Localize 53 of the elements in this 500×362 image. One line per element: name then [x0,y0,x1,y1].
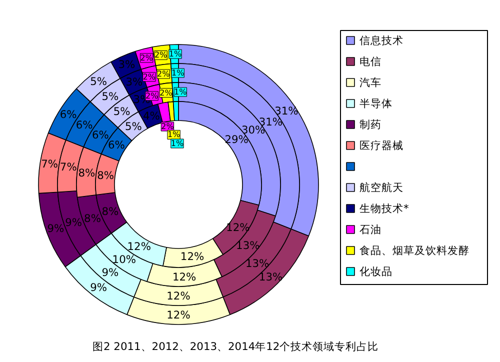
data-label: 2% [142,72,156,82]
data-label: 12% [180,250,204,264]
legend-label: 航空航天 [360,181,404,194]
legend-label: 化妆品 [360,265,392,278]
data-label: 5% [113,104,130,118]
legend-label: 医疗器械 [360,139,404,152]
legend-label: 制药 [360,118,382,131]
data-label: 5% [90,74,107,88]
data-label: 1% [171,68,185,78]
data-label: 6% [60,108,77,122]
data-label: 1% [174,88,188,97]
data-label: 5% [102,90,119,103]
data-label: 8% [102,205,119,218]
data-label: 9% [90,281,107,294]
data-label: 1% [168,50,182,59]
data-label: 5% [125,120,142,133]
data-label: 7% [41,158,58,171]
data-label: 2% [157,70,170,79]
legend-label: 石油 [360,223,382,236]
data-label: 1% [170,139,184,148]
data-label: 12% [127,240,151,254]
data-label: 12% [166,290,190,302]
legend-label: 生物技术* [360,202,410,215]
data-label: 2% [161,122,174,132]
data-label: 7% [60,160,77,174]
data-label: 3% [126,76,143,89]
data-label: 12% [172,270,196,284]
caption: 图2 2011、2012、2013、2014年12个技术领域专利占比 [92,340,379,353]
data-label: 8% [97,168,114,182]
data-label: 6% [92,128,109,142]
data-label: 8% [78,166,96,180]
data-label: 13% [258,270,283,284]
data-label: 2% [154,50,168,60]
data-label: 9% [47,222,64,236]
legend-label: 汽车 [360,76,382,89]
legend-label: 信息技术 [360,34,404,47]
data-label: 9% [102,266,119,280]
data-label: 12% [166,308,190,322]
data-label: 13% [246,256,270,270]
data-label: 3% [118,58,136,72]
data-label: 1% [167,130,181,140]
legend-label: 半导体 [360,97,392,110]
data-label: 2% [140,53,154,62]
data-label: 9% [65,216,82,229]
data-label: 6% [76,118,93,132]
data-label: 2% [160,88,173,98]
legend-label: 电信 [360,55,382,68]
data-label: 8% [84,212,101,226]
data-label: 29% [224,132,248,146]
legend-label: 食品、烟草及饮料发酵 [360,244,470,257]
data-label: 4% [142,110,160,123]
data-label: 6% [108,138,125,152]
data-label: 10% [112,252,136,266]
